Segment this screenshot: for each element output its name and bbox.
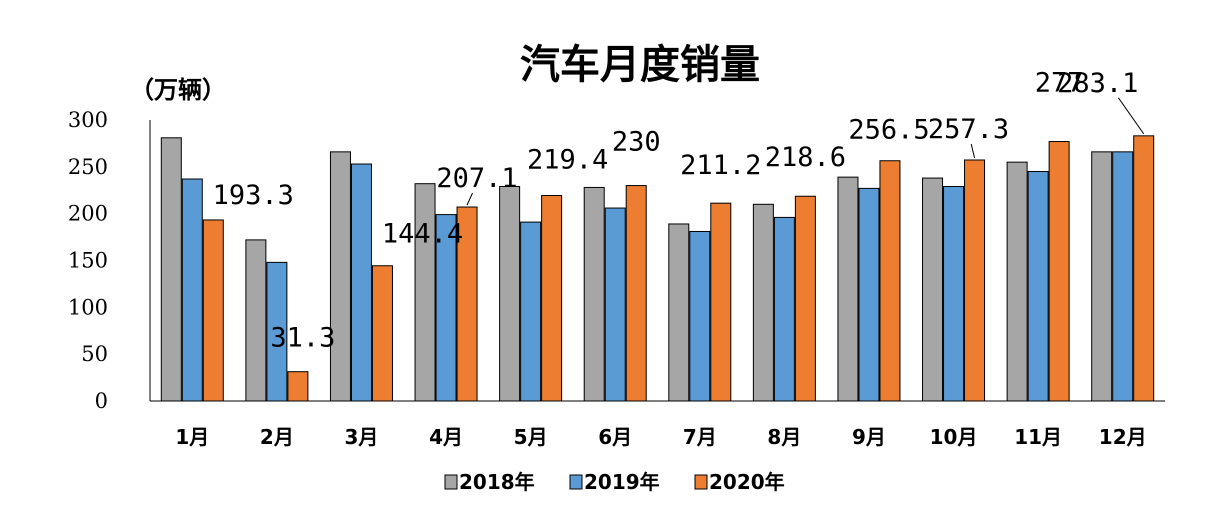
y-tick-label: 50 [81,342,108,366]
data-label: 257.3 [928,114,1009,145]
bar [1112,151,1134,402]
bar [287,371,309,402]
y-axis-unit-label: （万辆） [130,76,226,104]
bar [456,206,478,402]
bar [773,216,795,402]
legend-swatch [569,474,583,490]
x-category-label: 1月 [175,425,209,449]
x-category-label: 10月 [930,425,978,449]
data-label: 211.2 [680,150,761,181]
bar [520,221,542,402]
x-category-label: 12月 [1099,425,1147,449]
bar [1027,171,1049,402]
bar [1048,141,1070,402]
bar [329,151,351,402]
data-label: 277 [1035,68,1084,99]
data-label: 230 [612,127,661,158]
axes [149,120,1165,402]
legend-label: 2019年 [584,470,660,494]
bars [160,135,1155,402]
x-category-label: 7月 [683,425,717,449]
data-label: 31.3 [270,323,335,354]
x-category-label: 3月 [344,425,378,449]
bar [266,261,288,402]
bar [710,202,732,402]
bar [689,230,711,402]
y-tick-label: 150 [68,249,108,273]
x-category-label: 6月 [598,425,632,449]
data-label-leader [970,143,976,159]
data-label: 256.5 [848,115,929,146]
data-label: 218.6 [765,142,846,173]
bar [499,186,521,402]
bar [858,187,880,402]
data-label: 144.4 [382,219,463,250]
data-label: 207.1 [436,163,517,194]
bar [794,195,816,402]
x-category-label: 4月 [429,425,463,449]
data-label-leader [1117,97,1145,135]
x-category-label: 9月 [852,425,886,449]
bar [1133,135,1155,402]
bar [160,137,182,402]
bar [371,265,393,402]
x-category-label: 2月 [260,425,294,449]
legend-label: 2018年 [459,470,535,494]
bar [1091,151,1113,402]
bar [414,183,436,402]
y-tick-label: 0 [95,389,108,413]
bar [245,239,267,402]
chart-title: 汽车月度销量 [520,42,760,88]
bar [625,185,647,402]
data-label: 283.1 [1057,68,1138,99]
legend-swatch [444,474,458,490]
bar [604,207,626,402]
bar [350,163,372,402]
x-axis-categories: 1月 2月 3月 4月 5月 6月 7月 8月 9月 10月 11月 12月 [175,425,1146,449]
bar [202,219,224,402]
bar [583,186,605,402]
y-axis-ticks: 0 50 100 150 200 250 300 [68,108,108,413]
x-category-label: 8月 [767,425,801,449]
bar [752,203,774,402]
bar [837,176,859,402]
bar [181,178,203,402]
legend-label: 2020年 [709,470,785,494]
x-category-label: 5月 [514,425,548,449]
bar [922,177,944,402]
data-label: 219.4 [527,144,608,175]
y-tick-label: 100 [68,295,108,319]
bar [943,186,965,402]
bar [879,160,901,402]
x-category-label: 11月 [1014,425,1062,449]
legend: 2018年 2019年 2020年 [444,470,785,494]
y-tick-label: 200 [68,202,108,226]
bar [541,194,563,402]
bar [1006,161,1028,402]
bar [668,223,690,402]
legend-swatch [694,474,708,490]
data-label-leader [466,192,473,206]
data-label: 193.3 [213,180,294,211]
bar [964,159,986,402]
bar [435,214,457,402]
y-tick-label: 250 [68,155,108,179]
y-tick-label: 300 [68,108,108,132]
